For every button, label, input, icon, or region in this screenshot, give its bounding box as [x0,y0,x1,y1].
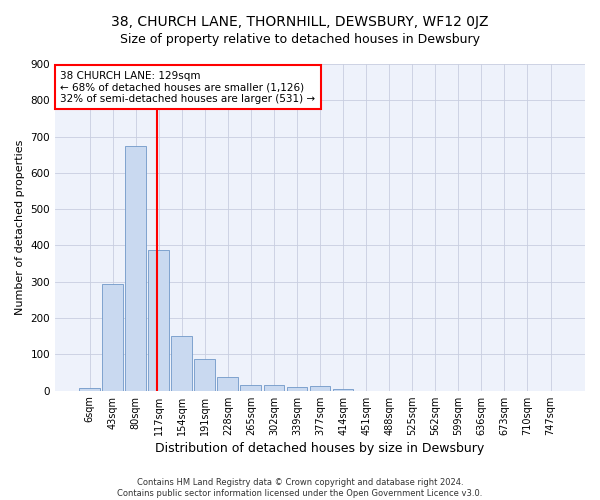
Bar [172,336,192,390]
Bar [332,389,353,390]
Bar [217,377,238,390]
Bar [125,146,146,390]
Text: 38, CHURCH LANE, THORNHILL, DEWSBURY, WF12 0JZ: 38, CHURCH LANE, THORNHILL, DEWSBURY, WF… [111,15,489,29]
Bar [102,284,123,391]
Text: 38 CHURCH LANE: 129sqm
← 68% of detached houses are smaller (1,126)
32% of semi-: 38 CHURCH LANE: 129sqm ← 68% of detached… [61,70,316,104]
Text: Contains HM Land Registry data © Crown copyright and database right 2024.
Contai: Contains HM Land Registry data © Crown c… [118,478,482,498]
Bar [310,386,331,390]
Bar [241,385,261,390]
Bar [148,250,169,390]
Bar [194,359,215,390]
Bar [263,385,284,390]
Bar [79,388,100,390]
Bar [287,387,307,390]
Y-axis label: Number of detached properties: Number of detached properties [15,140,25,315]
Text: Size of property relative to detached houses in Dewsbury: Size of property relative to detached ho… [120,32,480,46]
X-axis label: Distribution of detached houses by size in Dewsbury: Distribution of detached houses by size … [155,442,485,455]
